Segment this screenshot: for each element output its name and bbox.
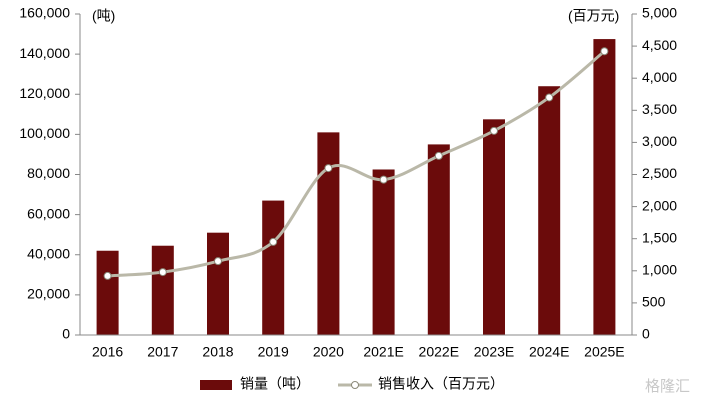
bar <box>151 245 174 335</box>
y-tick-label: 160,000 <box>19 5 70 21</box>
x-tick-label: 2023E <box>474 344 514 360</box>
y2-tick-label: 2,000 <box>642 197 677 213</box>
x-tick-label: 2022E <box>419 344 459 360</box>
line-marker <box>379 175 388 184</box>
y-tick-label: 60,000 <box>27 205 70 221</box>
x-tick-label: 2018 <box>202 344 233 360</box>
y-tick-label: 40,000 <box>27 245 70 261</box>
bar <box>372 169 395 335</box>
line-marker <box>158 268 167 277</box>
line-marker <box>545 93 554 102</box>
legend-swatch <box>200 380 232 390</box>
y2-tick-label: 0 <box>642 326 650 342</box>
line-marker <box>434 151 443 160</box>
y-axis-label: (吨) <box>92 8 115 24</box>
y2-tick-label: 5,000 <box>642 5 677 21</box>
bar <box>96 250 119 335</box>
x-tick-label: 2019 <box>258 344 289 360</box>
legend-label: 销售收入（百万元） <box>378 376 504 392</box>
line-marker <box>490 126 498 135</box>
x-tick-label: 2020 <box>313 344 344 360</box>
y2-tick-label: 4,000 <box>642 69 677 85</box>
x-tick-label: 2025E <box>584 344 624 360</box>
bar <box>207 232 229 335</box>
line-marker <box>600 47 609 56</box>
bar <box>427 144 450 335</box>
watermark: 格隆汇 <box>645 378 690 395</box>
y2-tick-label: 3,500 <box>642 101 677 117</box>
x-tick-label: 2024E <box>529 344 569 360</box>
line-marker <box>103 271 112 280</box>
bar <box>538 86 561 335</box>
y-tick-label: 0 <box>62 326 70 342</box>
y2-tick-label: 4,500 <box>642 37 677 53</box>
y-tick-label: 80,000 <box>27 165 70 181</box>
y2-axis-label: (百万元) <box>568 8 619 24</box>
y2-tick-label: 2,500 <box>642 165 677 181</box>
y2-tick-label: 1,500 <box>642 229 677 245</box>
line-marker <box>324 164 333 173</box>
x-tick-label: 2017 <box>147 344 178 360</box>
legend-label: 销量（吨） <box>240 376 310 392</box>
line <box>107 50 606 278</box>
bar <box>483 119 505 335</box>
bar <box>593 39 616 335</box>
y2-tick-label: 500 <box>642 294 666 310</box>
y-tick-label: 140,000 <box>19 45 70 61</box>
line-marker <box>214 257 222 266</box>
x-tick-label: 2016 <box>92 344 123 360</box>
y-tick-label: 20,000 <box>27 286 70 302</box>
y2-tick-label: 3,000 <box>642 133 677 149</box>
bar <box>262 200 285 335</box>
line-marker <box>269 237 278 246</box>
y2-tick-label: 1,000 <box>642 262 677 278</box>
legend-marker <box>351 381 359 389</box>
y-tick-label: 100,000 <box>19 125 70 141</box>
x-tick-label: 2021E <box>363 344 403 360</box>
y-tick-label: 120,000 <box>19 85 70 101</box>
bar <box>317 132 340 335</box>
